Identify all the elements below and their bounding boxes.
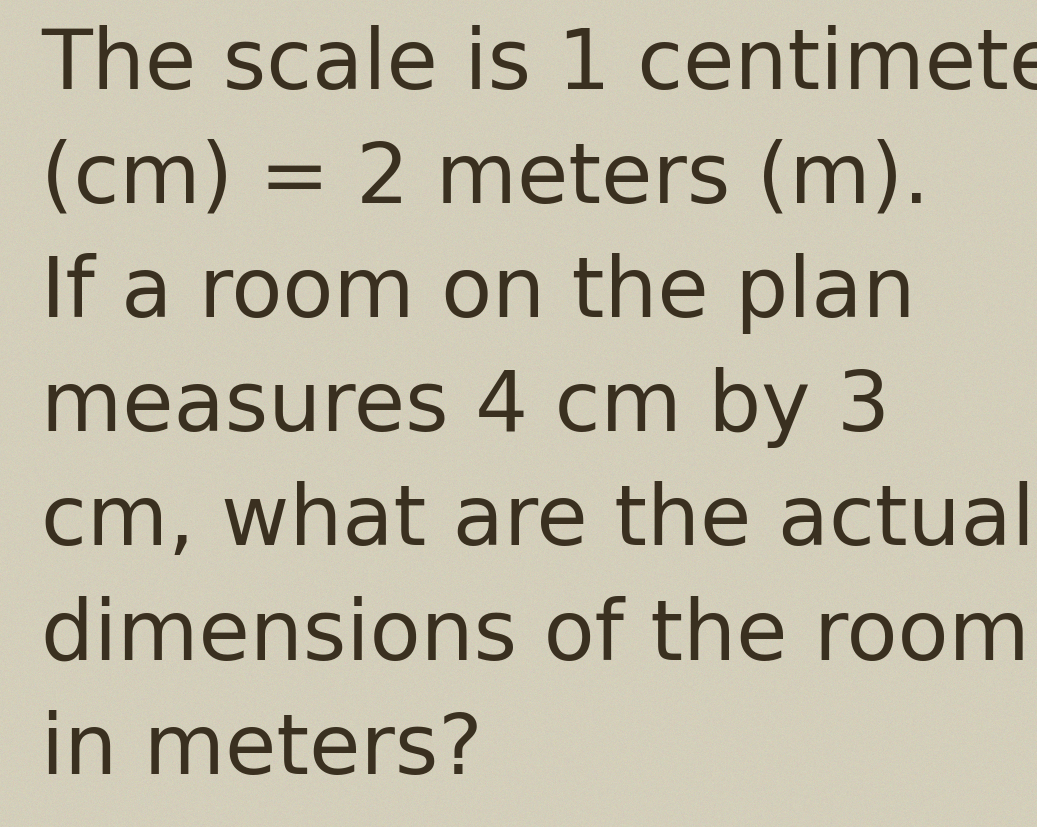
Text: in meters?: in meters? (41, 710, 483, 791)
Text: dimensions of the room: dimensions of the room (41, 595, 1030, 676)
Text: The scale is 1 centimeter: The scale is 1 centimeter (41, 25, 1037, 106)
Text: measures 4 cm by 3: measures 4 cm by 3 (41, 367, 891, 448)
Text: If a room on the plan: If a room on the plan (41, 253, 916, 334)
Text: cm, what are the actual: cm, what are the actual (41, 481, 1036, 562)
Text: (cm) = 2 meters (m).: (cm) = 2 meters (m). (41, 139, 930, 220)
